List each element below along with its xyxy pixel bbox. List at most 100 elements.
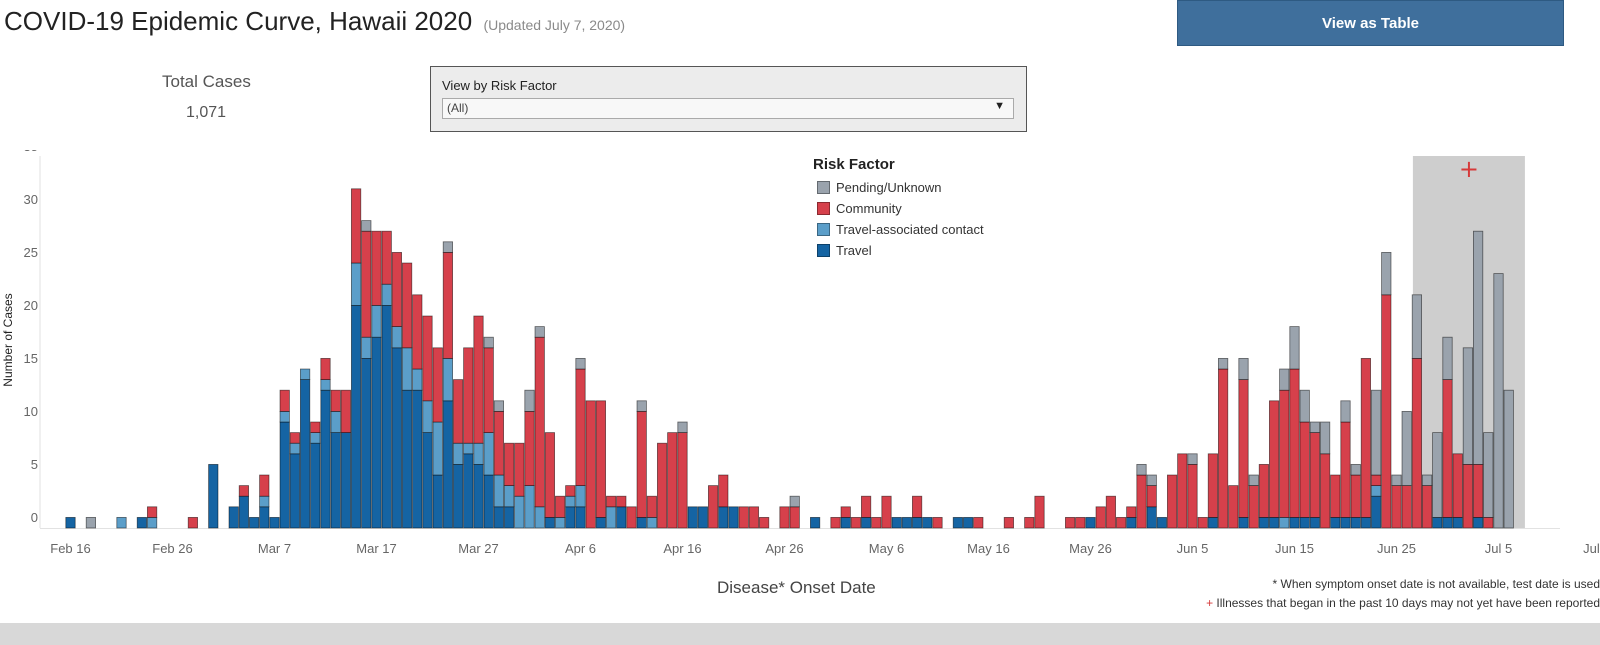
bar-segment-travel (412, 389, 423, 529)
bar-segment-travel (391, 347, 403, 529)
x-tick-label: Jun 15 (1275, 541, 1314, 556)
bar-segment-contact (381, 283, 392, 306)
bar-segment-travel (228, 506, 239, 529)
bar-segment-pending (361, 220, 372, 232)
bar-segment-community (463, 347, 474, 444)
y-tick-label: 0 (31, 510, 38, 525)
bar-segment-travel (1330, 516, 1341, 529)
bar-segment-community (1003, 516, 1015, 529)
legend-label-contact: Travel-associated contact (836, 221, 984, 237)
bar-segment-contact (514, 495, 525, 529)
bar-segment-community (1116, 516, 1127, 529)
y-tick-label: 20 (24, 298, 38, 313)
bar-segment-travel (463, 453, 474, 529)
bar-segment-travel (595, 516, 607, 529)
bar-segment-travel (238, 495, 249, 529)
bar-segment-travel (422, 432, 433, 529)
bar-segment-travel (361, 357, 372, 529)
bar-segment-travel (493, 506, 505, 529)
bar-segment-community (412, 294, 423, 370)
bar-segment-travel (1350, 516, 1361, 529)
bar-segment-community (442, 252, 454, 359)
risk-factor-dropdown[interactable]: (All) ▼ (442, 98, 1014, 119)
x-tick-label: Feb 16 (50, 541, 90, 556)
bar-segment-travel (912, 516, 923, 529)
bar-segment-travel (1299, 516, 1310, 529)
bars-layer (65, 188, 1514, 529)
bar-segment-community (503, 442, 515, 487)
y-tick-label: 30 (24, 192, 38, 207)
bar-segment-community (1350, 474, 1361, 518)
bar-segment-pending (1218, 357, 1229, 370)
bar-segment-community (1258, 463, 1269, 518)
bar-segment-pending (1350, 463, 1361, 476)
bar-segment-travel (1432, 516, 1443, 529)
bar-segment-community (1411, 357, 1422, 529)
updated-date: (Updated July 7, 2020) (483, 17, 626, 33)
bar-segment-community (1095, 506, 1106, 529)
bar-segment-community (1422, 485, 1433, 529)
bar-segment-pending (524, 389, 535, 412)
bar-segment-community (1197, 516, 1208, 529)
bar-segment-contact (361, 336, 372, 359)
bar-segment-pending (1289, 326, 1300, 370)
bar-segment-community (350, 188, 362, 264)
bar-segment-travel (279, 421, 290, 529)
bar-segment-community (544, 432, 556, 518)
bar-segment-community (1269, 400, 1280, 518)
bar-segment-community (585, 400, 596, 529)
bar-segment-community (279, 389, 290, 412)
bar-segment-community (524, 410, 535, 486)
bar-segment-community (1401, 485, 1412, 529)
bar-segment-community (1228, 485, 1239, 529)
bar-segment-travel (483, 474, 494, 529)
view-as-table-button[interactable]: View as Table (1177, 0, 1564, 46)
legend-item-pending: Pending/Unknown (817, 179, 942, 195)
bar-segment-travel (575, 506, 586, 529)
bar-segment-community (1381, 294, 1392, 529)
bar-segment-travel (473, 463, 484, 529)
bar-segment-community (779, 506, 790, 529)
epi-curve-chart: +0 5 10 15 20 25 30 35 Number of Cases Feb 16 Feb … (1, 150, 1600, 556)
bar-segment-travel (1238, 516, 1249, 529)
bar-segment-community (381, 230, 392, 285)
bar-segment-travel (1473, 516, 1484, 529)
bar-segment-community (1473, 463, 1484, 518)
bar-segment-community (1483, 516, 1494, 529)
bar-segment-community (514, 442, 525, 497)
bar-segment-community (534, 336, 545, 508)
bar-segment-pending (493, 400, 505, 412)
legend-item-community: Community (817, 200, 902, 216)
dropdown-value: (All) (447, 101, 469, 115)
bar-segment-contact (463, 442, 474, 455)
bar-segment-pending (483, 336, 494, 349)
bar-segment-community (1207, 453, 1218, 518)
bar-segment-pending (1279, 368, 1290, 391)
bar-segment-contact (1279, 516, 1290, 529)
toolbar-strip (0, 623, 1600, 645)
bar-segment-travel (269, 516, 280, 529)
bar-segment-pending (1473, 230, 1484, 465)
bar-segment-community (310, 421, 321, 434)
bar-segment-contact (412, 368, 423, 391)
bar-segment-contact (432, 421, 443, 476)
bar-segment-community (1248, 485, 1259, 529)
bar-segment-travel (861, 516, 872, 529)
bar-segment-travel (1360, 516, 1371, 529)
bar-segment-travel (503, 506, 515, 529)
bar-segment-pending (1299, 389, 1310, 423)
bar-segment-travel (340, 432, 352, 529)
bar-segment-community (259, 474, 270, 497)
bar-segment-community (1299, 421, 1310, 518)
bar-segment-community (1105, 495, 1116, 529)
bar-segment-community (1136, 474, 1147, 529)
legend-swatch-community (817, 201, 830, 215)
total-cases-label: Total Cases (162, 72, 251, 91)
bar-segment-community (340, 389, 352, 433)
footnote-onset: * When symptom onset date is not availab… (1272, 577, 1600, 591)
x-tick-label: Apr 6 (565, 541, 596, 556)
bar-segment-contact (646, 516, 658, 529)
bar-segment-contact (503, 485, 515, 508)
bar-segment-community (708, 485, 719, 529)
bar-segment-community (1371, 474, 1382, 487)
